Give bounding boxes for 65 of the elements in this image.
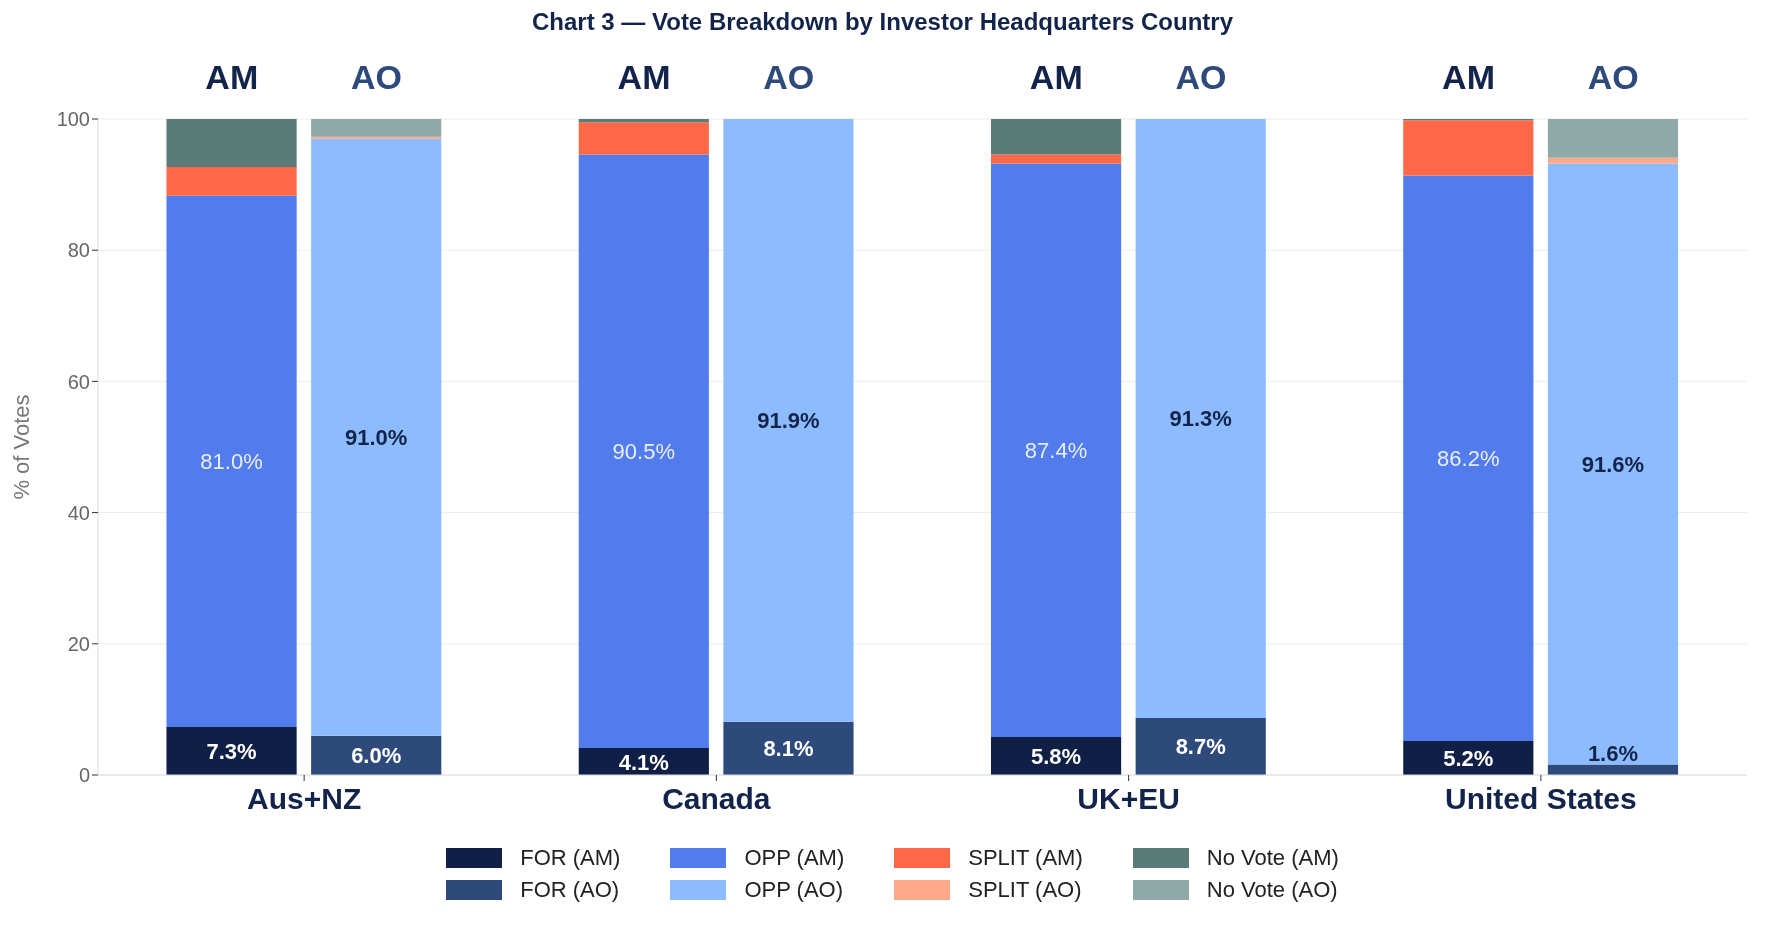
bar <box>311 138 442 736</box>
legend-label: SPLIT (AM) <box>968 845 1083 871</box>
x-tick-label: AM <box>617 58 671 96</box>
x-tick-label: AO <box>350 58 402 96</box>
bar <box>1403 175 1534 741</box>
bar <box>578 154 709 749</box>
bar <box>166 195 297 728</box>
bar <box>1547 157 1679 164</box>
legend-label: OPP (AO) <box>744 877 844 903</box>
bar <box>990 154 1122 164</box>
bar <box>723 119 854 722</box>
chart-title: Chart 3 — Vote Breakdown by Investor Headquarters Country <box>530 8 1234 36</box>
x-tick-label: AM <box>1442 58 1495 96</box>
data-label: 90.5% <box>612 439 676 465</box>
legend-label: No Vote (AM) <box>1206 845 1339 871</box>
bar <box>1547 119 1679 158</box>
text: United States <box>1445 782 1637 815</box>
bar <box>166 727 297 775</box>
legend-label: OPP (AM) <box>744 845 845 871</box>
y-tick-label: 0 <box>78 764 90 787</box>
bar <box>1547 163 1679 765</box>
bar <box>166 166 297 196</box>
bar <box>990 119 1122 155</box>
x-tick-label: AM <box>1029 58 1083 96</box>
data-label: 91.9% <box>757 408 820 434</box>
data-label: 8.7% <box>1175 734 1226 760</box>
data-label: 91.0% <box>345 425 408 451</box>
x-tick-label: AM <box>205 58 259 96</box>
data-label: 8.1% <box>763 736 814 762</box>
y-tick-label: 100 <box>56 108 90 131</box>
legend-label: No Vote (AO) <box>1206 877 1338 903</box>
legend-label: FOR (AO) <box>520 877 620 903</box>
data-label: 81.0% <box>200 449 263 475</box>
data-label: 4.1% <box>618 749 669 775</box>
y-tick-label: 40 <box>67 501 90 524</box>
y-tick-label: 80 <box>67 239 90 262</box>
bar <box>990 163 1122 737</box>
data-label: 91.3% <box>1169 406 1232 432</box>
x-tick-label: AO <box>763 58 815 96</box>
x-tick-label: AO <box>1175 58 1227 96</box>
data-label: 7.3% <box>206 739 257 765</box>
text: Aus+NZ <box>247 782 362 815</box>
bar <box>723 721 854 775</box>
y-tick-label: 60 <box>67 370 90 393</box>
bar <box>1135 717 1266 775</box>
y-tick-label: 20 <box>67 632 90 655</box>
bar <box>311 119 442 137</box>
bar <box>1403 120 1534 176</box>
data-label: 5.2% <box>1443 745 1494 771</box>
data-label: 87.4% <box>1024 438 1088 464</box>
x-tick-label: AO <box>1587 58 1639 96</box>
data-label: 1.6% <box>1587 740 1639 766</box>
legend-label: SPLIT (AO) <box>968 877 1082 903</box>
legend-label: FOR (AM) <box>520 845 621 871</box>
bar <box>166 119 297 167</box>
data-label: 5.8% <box>1030 743 1082 769</box>
text: UK+EU <box>1077 782 1180 815</box>
bar <box>578 119 709 123</box>
text: Canada <box>662 782 771 815</box>
y-axis-title: % of Votes <box>8 394 34 500</box>
bar <box>1135 119 1266 718</box>
data-label: 86.2% <box>1437 446 1500 472</box>
data-label: 6.0% <box>351 743 402 769</box>
bar <box>578 122 709 155</box>
data-label: 91.6% <box>1581 452 1645 478</box>
